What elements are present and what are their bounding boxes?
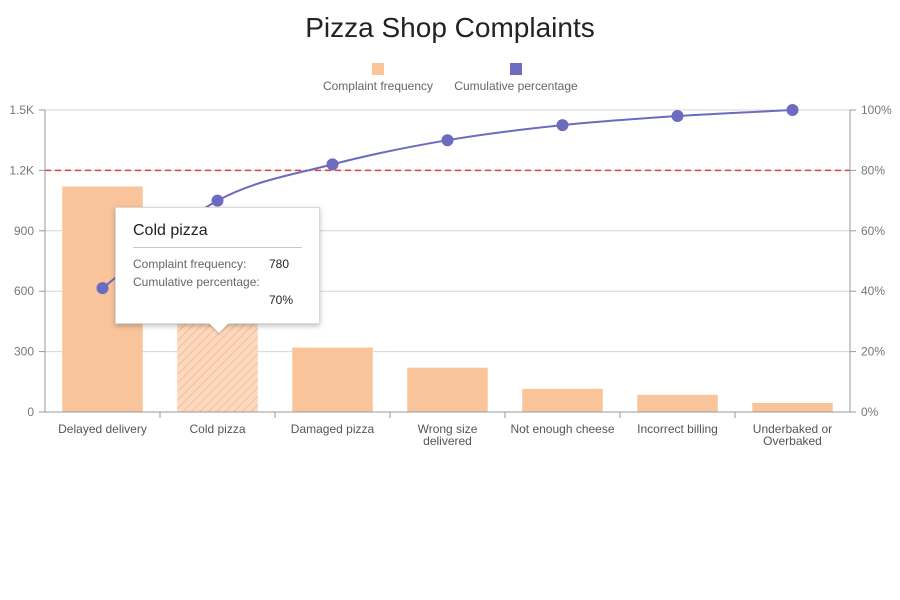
chart-title: Pizza Shop Complaints [305,12,594,43]
right-tick-label: 100% [861,103,892,117]
legend-swatch [510,63,522,75]
x-axis-labels: Delayed delivery Cold pizza Damaged pizza W… [58,422,832,448]
tooltip-label: Complaint frequency: [133,257,247,271]
bar [407,367,488,412]
bar [752,402,833,412]
legend-swatch [372,63,384,75]
line-point [671,110,684,123]
left-tick-label: 600 [14,284,34,298]
tooltip-row: Cumulative percentage: 70% [133,273,293,309]
x-tick-label: Damaged pizza [291,422,375,436]
legend-label: Cumulative percentage [454,79,578,93]
left-tick-label: 1.2K [9,163,34,177]
legend-item: Complaint frequency [323,63,433,93]
line-point [556,119,569,132]
x-tick-label: Incorrect billing [637,422,718,436]
right-tick-label: 60% [861,224,885,238]
bar [292,347,373,412]
tooltip-value: 70% [269,293,294,307]
x-tick-label: Wrong size delivered [418,422,478,448]
right-tick-label: 80% [861,163,885,177]
bar-series [62,186,833,412]
legend-item: Cumulative percentage [454,63,578,93]
right-tick-label: 20% [861,345,885,359]
line-point [786,104,799,116]
tooltip-row: Complaint frequency: 780 [133,255,293,273]
line-point [96,282,109,295]
x-tick-label: Delayed delivery [58,422,147,436]
tooltip-pointer [209,323,229,333]
legend: Complaint frequency Cumulative percentage [323,63,578,93]
right-tick-label: 40% [861,284,885,298]
left-tick-label: 1.5K [9,103,34,117]
x-tick-label: Not enough cheese [510,422,614,436]
tooltip-label: Cumulative percentage: [133,275,260,289]
x-tick-label: Cold pizza [189,422,245,436]
left-tick-label: 900 [14,224,34,238]
line-point [211,194,224,207]
tooltip-title: Cold pizza [133,222,302,248]
right-tick-label: 0% [861,405,879,419]
left-tick-label: 300 [14,345,34,359]
tooltip-table: Complaint frequency: 780 Cumulative perc… [133,255,293,309]
left-tick-label: 0 [27,405,34,419]
line-point [441,134,454,147]
tooltip-value: 780 [269,257,290,271]
tooltip: Cold pizza Complaint frequency: 780 Cumu… [115,207,320,333]
x-tick-label: Underbaked or Overbaked [753,422,832,448]
legend-label: Complaint frequency [323,79,433,93]
axes: 0 300 600 900 1.2K 1.5K 0% 20% 40% 60% 80% 100% [9,103,892,419]
bar [522,388,603,412]
line-point [326,158,339,171]
line-series [96,104,799,295]
bar [637,394,718,412]
